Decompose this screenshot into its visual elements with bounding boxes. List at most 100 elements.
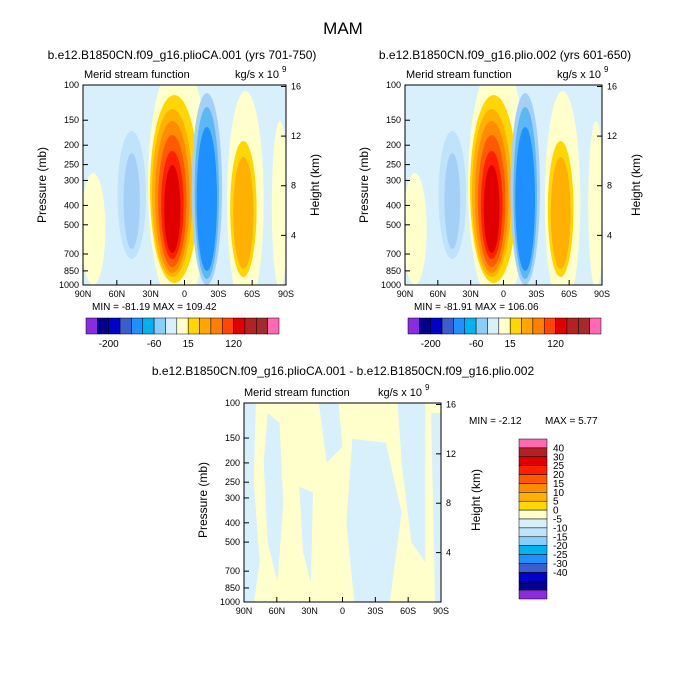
panel1-colorbar-box [187, 317, 200, 335]
panel3-xtick-label: 90S [433, 606, 449, 616]
panel2-min-max: MIN = -81.91 MAX = 106.06 [414, 302, 539, 313]
panel2-title: b.e12.B1850CN.f09_g16.plio.002 (yrs 601-… [379, 48, 631, 62]
panel2-htick-label: 8 [607, 181, 612, 191]
panel2-htick-label: 4 [607, 230, 612, 240]
panel1-colorbar-box [142, 317, 155, 335]
panel2-colorbar-label: 15 [505, 339, 517, 350]
panel3-xtick-label: 60N [269, 606, 286, 616]
panel2-xtick-label: 90S [594, 289, 610, 299]
panel3-colorbar-label: 5 [553, 497, 559, 508]
panel2-ytick-label: 1000 [381, 280, 401, 290]
panel1-xtick-label: 30N [142, 289, 159, 299]
panel1-colorbar-box [153, 317, 166, 335]
panel3-xtick-label: 90N [236, 606, 253, 616]
panel1-ytick-label: 500 [64, 220, 79, 230]
panel2-ytick-label: 400 [386, 200, 401, 210]
panel3-min: MIN = -2.12 [469, 416, 522, 427]
panel2-colorbar-box [430, 317, 443, 335]
panel2-ytick-label: 200 [386, 140, 401, 150]
panel1-colorbar-box [233, 317, 246, 335]
panel2-xtick-label: 0 [501, 289, 506, 299]
panel3-contour-neg-b [263, 412, 284, 583]
panel3-colorbar-box [518, 500, 548, 511]
panel1-colorbar-box [176, 317, 189, 335]
panel3-colorbar-label: 25 [553, 461, 565, 472]
panel1-right-string: kg/s x 10 [235, 69, 279, 81]
panel3-xtick-label: 30N [301, 606, 318, 616]
panel3-contour-pos-small [419, 572, 428, 599]
panel3-colorbar-label: 20 [553, 470, 565, 481]
panel3-colorbar-label: 40 [553, 443, 565, 454]
panel3-htick-label: 12 [446, 449, 456, 459]
panel2-contour-ferrel-3 [550, 157, 571, 269]
panel2-colorbar-box [453, 317, 466, 335]
panel2-colorbar-box [464, 317, 477, 335]
panel3-colorbar-label: -20 [553, 541, 568, 552]
panel1-xtick-label: 90S [278, 289, 294, 299]
panel3-xtick-label: 60S [400, 606, 416, 616]
panel3-colorbar-box [518, 492, 548, 502]
panel3-colorbar-label: -5 [553, 515, 562, 526]
panel1-left-string: Merid stream function [84, 69, 190, 81]
panel2-colorbar-box [578, 317, 590, 335]
panel2-colorbar-label: 120 [547, 339, 564, 350]
panel1-ytick-label: 250 [64, 160, 79, 170]
panel1-colorbar-box [97, 317, 109, 335]
panel3-colorbar-label: 30 [553, 452, 565, 463]
panel3-contours [244, 403, 441, 602]
panel1-colorbar-label: -200 [99, 339, 119, 350]
panel1-colorbar-box [131, 317, 144, 335]
panel3-colorbar-box [518, 518, 548, 529]
panel3-colorbar-box [518, 527, 548, 538]
panel3-ytick-label: 1000 [220, 597, 240, 607]
panel3-htick-label: 16 [446, 399, 456, 409]
panel2-contours [405, 85, 602, 285]
panel3-ytick-label: 400 [225, 518, 240, 528]
panel2-contour-south-pos [588, 121, 602, 285]
panel2-xtick-label: 60N [430, 289, 447, 299]
panel2-colorbar-label: -60 [469, 339, 484, 350]
panel3-colorbar-label: -15 [553, 532, 568, 543]
panel2-left-string: Merid stream function [406, 69, 512, 81]
panel2-contour-hadley-7 [483, 165, 500, 253]
panel3-colorbar-label: -10 [553, 523, 568, 534]
panel3-colorbar-box [518, 438, 548, 449]
panel1-title: b.e12.B1850CN.f09_g16.plioCA.001 (yrs 70… [48, 48, 317, 62]
panel2-ytick-label: 500 [386, 220, 401, 230]
panel1-htick-label: 12 [291, 131, 301, 141]
panel1-contour-ferrel-3 [233, 157, 254, 269]
panel1-htick-label: 4 [291, 230, 296, 240]
panel3-colorbar-box [518, 509, 548, 520]
panel2-ytick-label: 100 [386, 80, 401, 90]
panel2-contour-north-neg2 [444, 153, 461, 249]
panel3-max: MAX = 5.77 [545, 416, 598, 427]
panel1-colorbar-box [210, 317, 223, 335]
panel1-xtick-label: 0 [182, 289, 187, 299]
panel3-htick-label: 8 [446, 498, 451, 508]
panel2-xtick-label: 90N [397, 289, 414, 299]
panel1-min-max: MIN = -81.19 MAX = 109.42 [92, 302, 217, 313]
panel1-xtick-label: 60N [109, 289, 126, 299]
panel2-ytick-label: 700 [386, 249, 401, 259]
panel1-colorbar-box [244, 317, 257, 335]
panel1-colorbar-box [267, 317, 280, 335]
panel1-colorbar-box [221, 317, 234, 335]
panel2-xtick-label: 30N [462, 289, 479, 299]
panel2-colorbar-box [487, 317, 500, 335]
panel3-colorbar-label: 0 [553, 506, 559, 517]
panel3-htick-label: 4 [446, 548, 451, 558]
panel3-colorbar-box [518, 545, 548, 555]
panel1-colorbar-box [256, 317, 268, 335]
panel2-colorbar-box [441, 317, 454, 335]
panel1-xtick-label: 30S [210, 289, 226, 299]
panel3-colorbar-label: -25 [553, 550, 568, 561]
panel1-colorbar-box [108, 317, 121, 335]
panel2-colorbar-label: -200 [421, 339, 441, 350]
panel1-contour-north-pos [83, 173, 106, 285]
panel1-htick-label: 8 [291, 181, 296, 191]
panel3-colorbar-box [518, 572, 548, 582]
panel1-ytick-label: 400 [64, 200, 79, 210]
panel3-colorbar-box [518, 474, 548, 484]
panel3-xtick-label: 0 [340, 606, 345, 616]
